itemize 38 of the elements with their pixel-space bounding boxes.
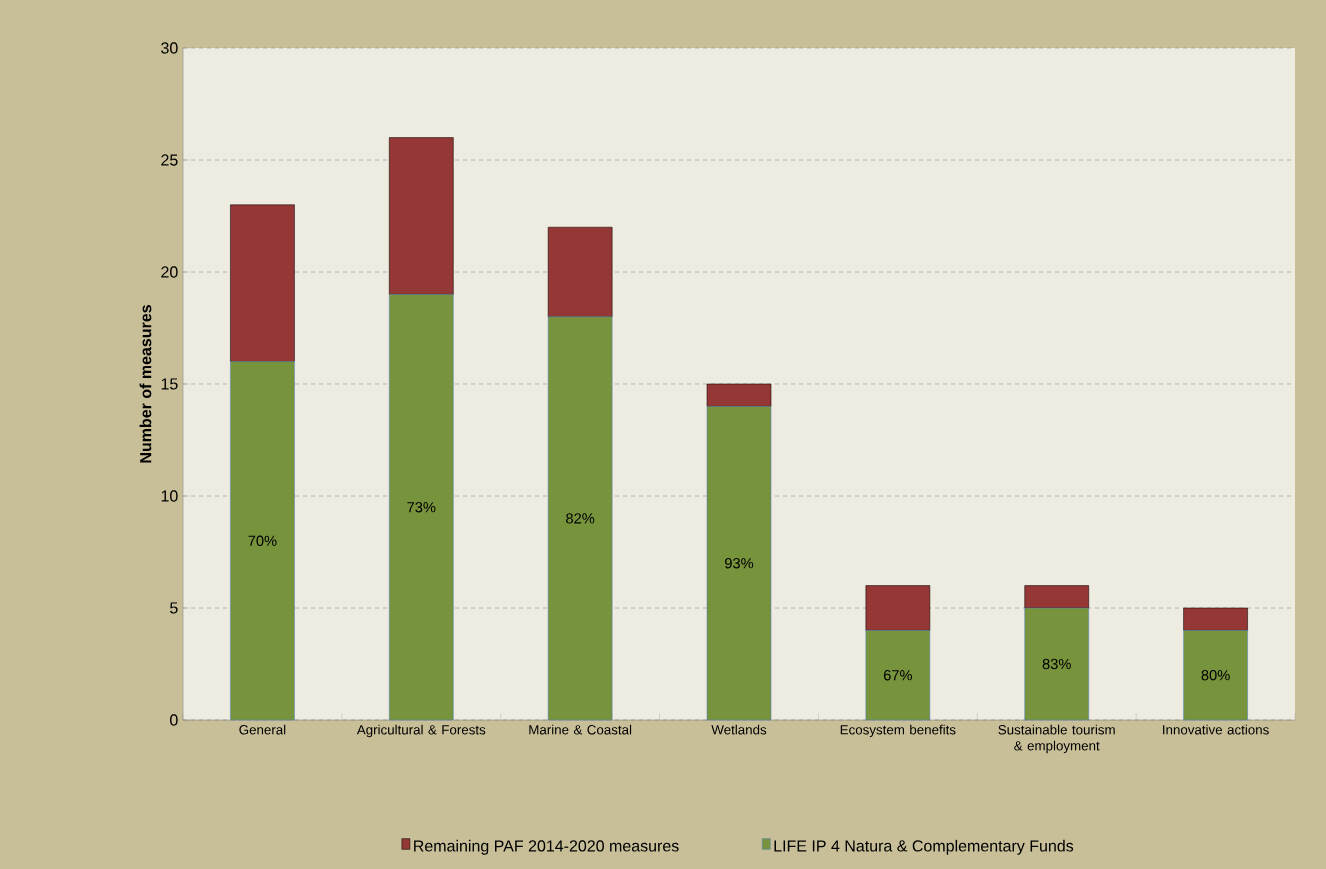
annotation: 82% [566, 513, 595, 524]
bar [230, 204, 295, 362]
bar [389, 137, 454, 295]
bar [706, 383, 772, 407]
annotation: 80% [1201, 670, 1230, 681]
bar [865, 585, 931, 631]
legend-label: Remaining PAF 2014-2020 measures [414, 839, 679, 855]
x-tick-label: General [239, 724, 286, 735]
y-tick-label: 30 [161, 42, 178, 54]
x-tick-label: Wetlands [711, 724, 767, 735]
annotation: 83% [1042, 658, 1071, 670]
annotation: 73% [407, 502, 436, 513]
annotation: 93% [725, 558, 754, 569]
bar [1024, 607, 1089, 721]
y-tick-label: 0 [170, 714, 178, 726]
bar [1024, 585, 1089, 609]
bar [389, 294, 454, 721]
annotation: 67% [883, 670, 912, 681]
x-tick-label: Sustainable tourism & employment [998, 724, 1115, 754]
y-tick-label: 10 [161, 490, 178, 502]
y-tick-label: 5 [170, 602, 178, 614]
bar [706, 406, 772, 721]
x-tick-label: Agricultural & Forests [356, 724, 486, 738]
bar [1183, 607, 1248, 631]
y-tick-label: 15 [161, 378, 178, 390]
bar [1183, 630, 1248, 721]
bar [547, 226, 613, 318]
legend-label: LIFE IP 4 Natura & Complementary Funds [774, 839, 1074, 855]
x-tick-label: Innovative actions [1163, 724, 1269, 735]
x-tick-label: Marine & Coastal [529, 724, 632, 735]
y-axis-title: Number of measures [139, 305, 152, 463]
bar [230, 361, 295, 721]
annotation: 70% [248, 535, 277, 546]
y-tick-label: 25 [161, 154, 178, 166]
bar [865, 630, 931, 721]
x-tick-label: Ecosystem benefits [840, 724, 956, 738]
bar [547, 316, 613, 721]
y-tick-label: 20 [161, 266, 178, 278]
